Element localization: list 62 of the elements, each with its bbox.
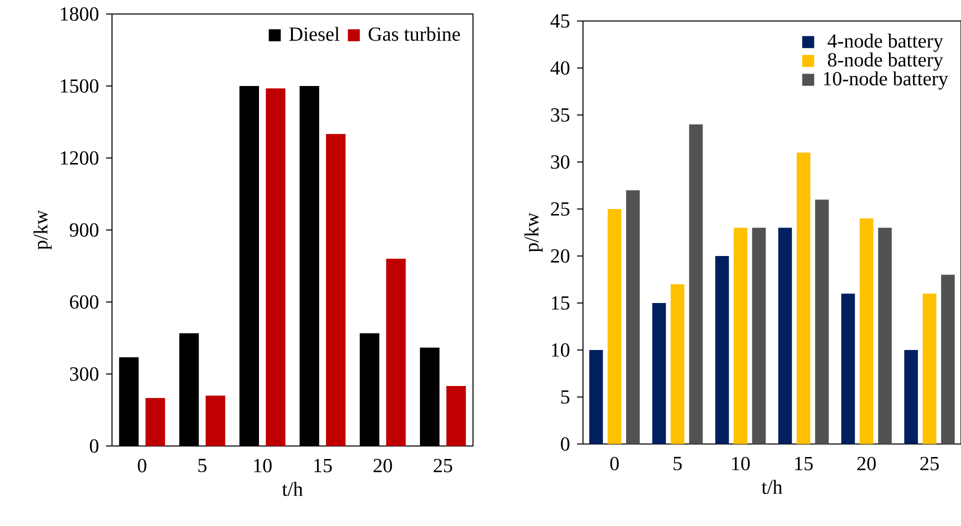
bar xyxy=(815,200,829,444)
bar xyxy=(796,152,810,444)
x-tick-label: 15 xyxy=(795,456,813,470)
x-tick-label: 0 xyxy=(138,458,146,472)
bar xyxy=(734,228,748,444)
bar xyxy=(608,209,622,444)
bar xyxy=(626,190,640,444)
bar xyxy=(206,396,226,446)
legend-label: 8-node battery xyxy=(828,52,944,71)
bar xyxy=(778,228,792,444)
y-tick-label: 10 xyxy=(552,343,570,357)
y-tick-label: 20 xyxy=(551,249,570,263)
x-tick-label: 10 xyxy=(732,456,750,470)
y-tick-label: 0 xyxy=(560,437,570,451)
y-tick-label: 40 xyxy=(550,61,570,75)
x-tick-label: 0 xyxy=(610,456,619,470)
bar xyxy=(326,134,346,446)
bar xyxy=(904,350,918,444)
x-tick-label: 25 xyxy=(434,458,452,472)
bar xyxy=(386,258,406,446)
y-tick-label: 0 xyxy=(90,439,98,453)
x-axis-title: t/h xyxy=(282,482,303,496)
legend-label: 4-node battery xyxy=(828,34,944,52)
y-tick-label: 15 xyxy=(552,296,570,310)
y-tick-label: 600 xyxy=(70,295,98,309)
x-tick-label: 25 xyxy=(920,456,939,470)
y-tick-label: 30 xyxy=(551,155,570,169)
y-tick-label: 900 xyxy=(70,223,98,237)
x-tick-label: 10 xyxy=(254,458,272,472)
y-tick-label: 25 xyxy=(551,202,570,216)
x-tick-label: 5 xyxy=(674,456,682,470)
y-tick-label: 35 xyxy=(551,108,570,122)
bar xyxy=(446,386,466,446)
y-tick-label: 1800 xyxy=(60,7,98,21)
bar xyxy=(652,303,666,444)
legend-label: 10-node battery xyxy=(824,71,948,90)
y-tick-label: 1200 xyxy=(60,151,98,165)
x-tick-label: 5 xyxy=(198,458,206,472)
x-tick-label: 20 xyxy=(374,458,392,472)
y-tick-label: 1500 xyxy=(60,79,98,93)
bar xyxy=(589,350,603,444)
y-axis-title: p/kw xyxy=(33,210,52,250)
y-tick-label: 300 xyxy=(70,367,98,381)
bar xyxy=(941,274,955,444)
bar xyxy=(878,228,892,444)
y-tick-label: 5 xyxy=(561,390,570,404)
bar xyxy=(689,124,703,444)
bar xyxy=(670,284,684,444)
legend-label: Diesel xyxy=(289,26,340,41)
x-tick-label: 20 xyxy=(857,456,876,470)
legend-label: Gas turbine xyxy=(368,26,460,41)
bar xyxy=(266,88,286,446)
x-tick-label: 15 xyxy=(314,458,332,472)
bar xyxy=(752,228,766,444)
x-axis-title: t/h xyxy=(762,480,782,494)
bar xyxy=(146,398,166,446)
y-axis-title: p/kw xyxy=(524,212,543,252)
bar xyxy=(715,256,729,444)
bar xyxy=(860,218,874,444)
bar xyxy=(922,294,936,444)
y-tick-label: 45 xyxy=(550,14,570,28)
bar xyxy=(841,294,855,444)
